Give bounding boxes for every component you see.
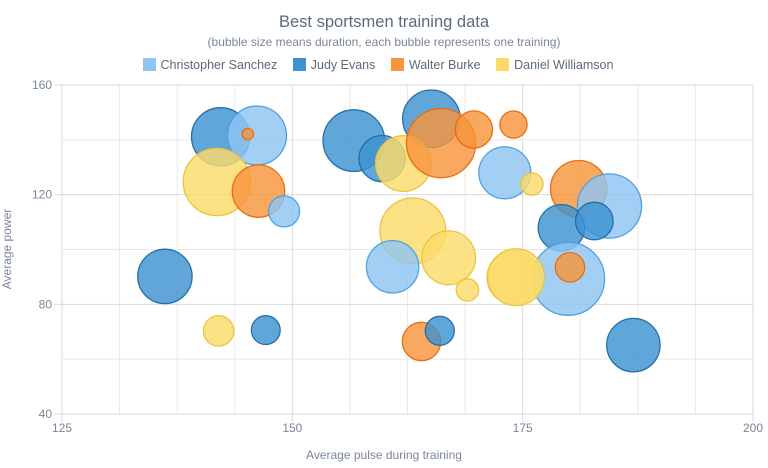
svg-text:160: 160 bbox=[32, 78, 52, 92]
svg-text:125: 125 bbox=[52, 421, 72, 435]
svg-text:175: 175 bbox=[513, 421, 533, 435]
svg-text:40: 40 bbox=[39, 407, 53, 421]
svg-text:120: 120 bbox=[32, 188, 52, 202]
svg-text:80: 80 bbox=[39, 297, 53, 311]
svg-text:150: 150 bbox=[282, 421, 302, 435]
svg-text:200: 200 bbox=[743, 421, 763, 435]
